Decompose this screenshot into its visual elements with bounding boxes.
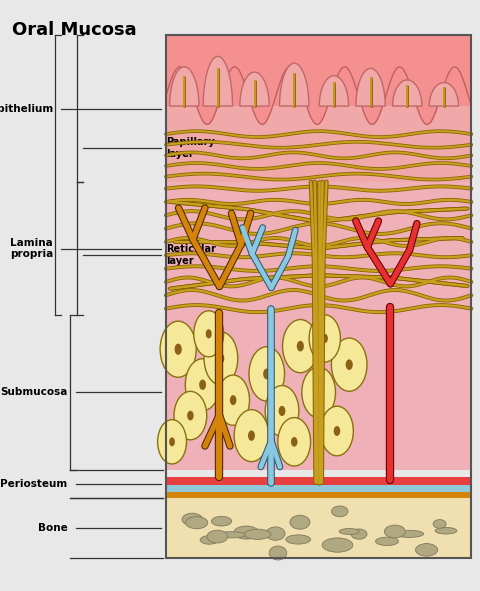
Ellipse shape bbox=[244, 529, 270, 540]
Ellipse shape bbox=[249, 347, 284, 401]
Ellipse shape bbox=[229, 395, 236, 405]
Ellipse shape bbox=[234, 410, 268, 462]
Ellipse shape bbox=[333, 426, 339, 436]
Bar bbox=[166, 182, 470, 315]
Text: Papillary
layer: Papillary layer bbox=[166, 137, 214, 158]
Ellipse shape bbox=[211, 517, 231, 526]
Ellipse shape bbox=[395, 530, 423, 537]
PathPatch shape bbox=[428, 83, 457, 106]
Bar bbox=[166, 315, 470, 470]
Ellipse shape bbox=[264, 385, 298, 436]
Ellipse shape bbox=[265, 527, 285, 540]
Ellipse shape bbox=[185, 359, 219, 411]
Ellipse shape bbox=[187, 411, 193, 420]
Ellipse shape bbox=[174, 391, 206, 440]
Bar bbox=[166, 35, 470, 106]
Ellipse shape bbox=[331, 506, 347, 517]
Text: Periosteum: Periosteum bbox=[0, 479, 67, 489]
Bar bbox=[166, 106, 470, 182]
Ellipse shape bbox=[350, 529, 366, 539]
Ellipse shape bbox=[289, 515, 309, 529]
Ellipse shape bbox=[315, 387, 322, 398]
Ellipse shape bbox=[157, 420, 186, 464]
Bar bbox=[166, 492, 470, 498]
PathPatch shape bbox=[169, 67, 199, 106]
Ellipse shape bbox=[216, 532, 245, 538]
Ellipse shape bbox=[233, 526, 258, 539]
Ellipse shape bbox=[301, 367, 335, 418]
Ellipse shape bbox=[322, 538, 352, 552]
Ellipse shape bbox=[169, 437, 175, 446]
Ellipse shape bbox=[216, 375, 249, 426]
Ellipse shape bbox=[174, 343, 181, 355]
Ellipse shape bbox=[375, 537, 398, 545]
PathPatch shape bbox=[279, 63, 308, 106]
Ellipse shape bbox=[290, 437, 297, 447]
Ellipse shape bbox=[345, 359, 352, 370]
Ellipse shape bbox=[199, 379, 205, 390]
Bar bbox=[166, 485, 470, 493]
Ellipse shape bbox=[434, 528, 456, 534]
Bar bbox=[166, 498, 470, 558]
PathPatch shape bbox=[203, 56, 232, 106]
Ellipse shape bbox=[285, 535, 310, 544]
Ellipse shape bbox=[248, 430, 254, 441]
Text: Epithelium: Epithelium bbox=[0, 103, 53, 113]
Ellipse shape bbox=[181, 513, 202, 525]
Ellipse shape bbox=[185, 517, 207, 529]
Ellipse shape bbox=[415, 544, 437, 556]
Ellipse shape bbox=[277, 418, 310, 466]
Text: Oral Mucosa: Oral Mucosa bbox=[12, 21, 136, 38]
Text: Bone: Bone bbox=[37, 524, 67, 534]
Ellipse shape bbox=[217, 353, 224, 364]
Bar bbox=[166, 478, 470, 485]
Text: Reticular
layer: Reticular layer bbox=[166, 245, 216, 266]
Ellipse shape bbox=[309, 315, 340, 362]
Ellipse shape bbox=[206, 530, 227, 543]
Ellipse shape bbox=[160, 321, 196, 377]
Text: Submucosa: Submucosa bbox=[0, 388, 67, 397]
PathPatch shape bbox=[240, 72, 269, 106]
Ellipse shape bbox=[384, 525, 405, 538]
Ellipse shape bbox=[200, 535, 218, 544]
Ellipse shape bbox=[282, 320, 317, 373]
Ellipse shape bbox=[205, 329, 211, 339]
Ellipse shape bbox=[331, 338, 366, 391]
Text: Lamina
propria: Lamina propria bbox=[10, 238, 53, 259]
Ellipse shape bbox=[432, 519, 445, 528]
Ellipse shape bbox=[193, 311, 223, 357]
Ellipse shape bbox=[296, 341, 303, 352]
Ellipse shape bbox=[204, 332, 237, 385]
Ellipse shape bbox=[269, 546, 286, 560]
PathPatch shape bbox=[392, 80, 421, 106]
Ellipse shape bbox=[338, 528, 359, 534]
Ellipse shape bbox=[263, 368, 270, 379]
PathPatch shape bbox=[355, 69, 384, 106]
Ellipse shape bbox=[321, 334, 327, 343]
Ellipse shape bbox=[278, 406, 285, 416]
PathPatch shape bbox=[319, 76, 348, 106]
Bar bbox=[166, 35, 470, 558]
Ellipse shape bbox=[320, 406, 353, 456]
